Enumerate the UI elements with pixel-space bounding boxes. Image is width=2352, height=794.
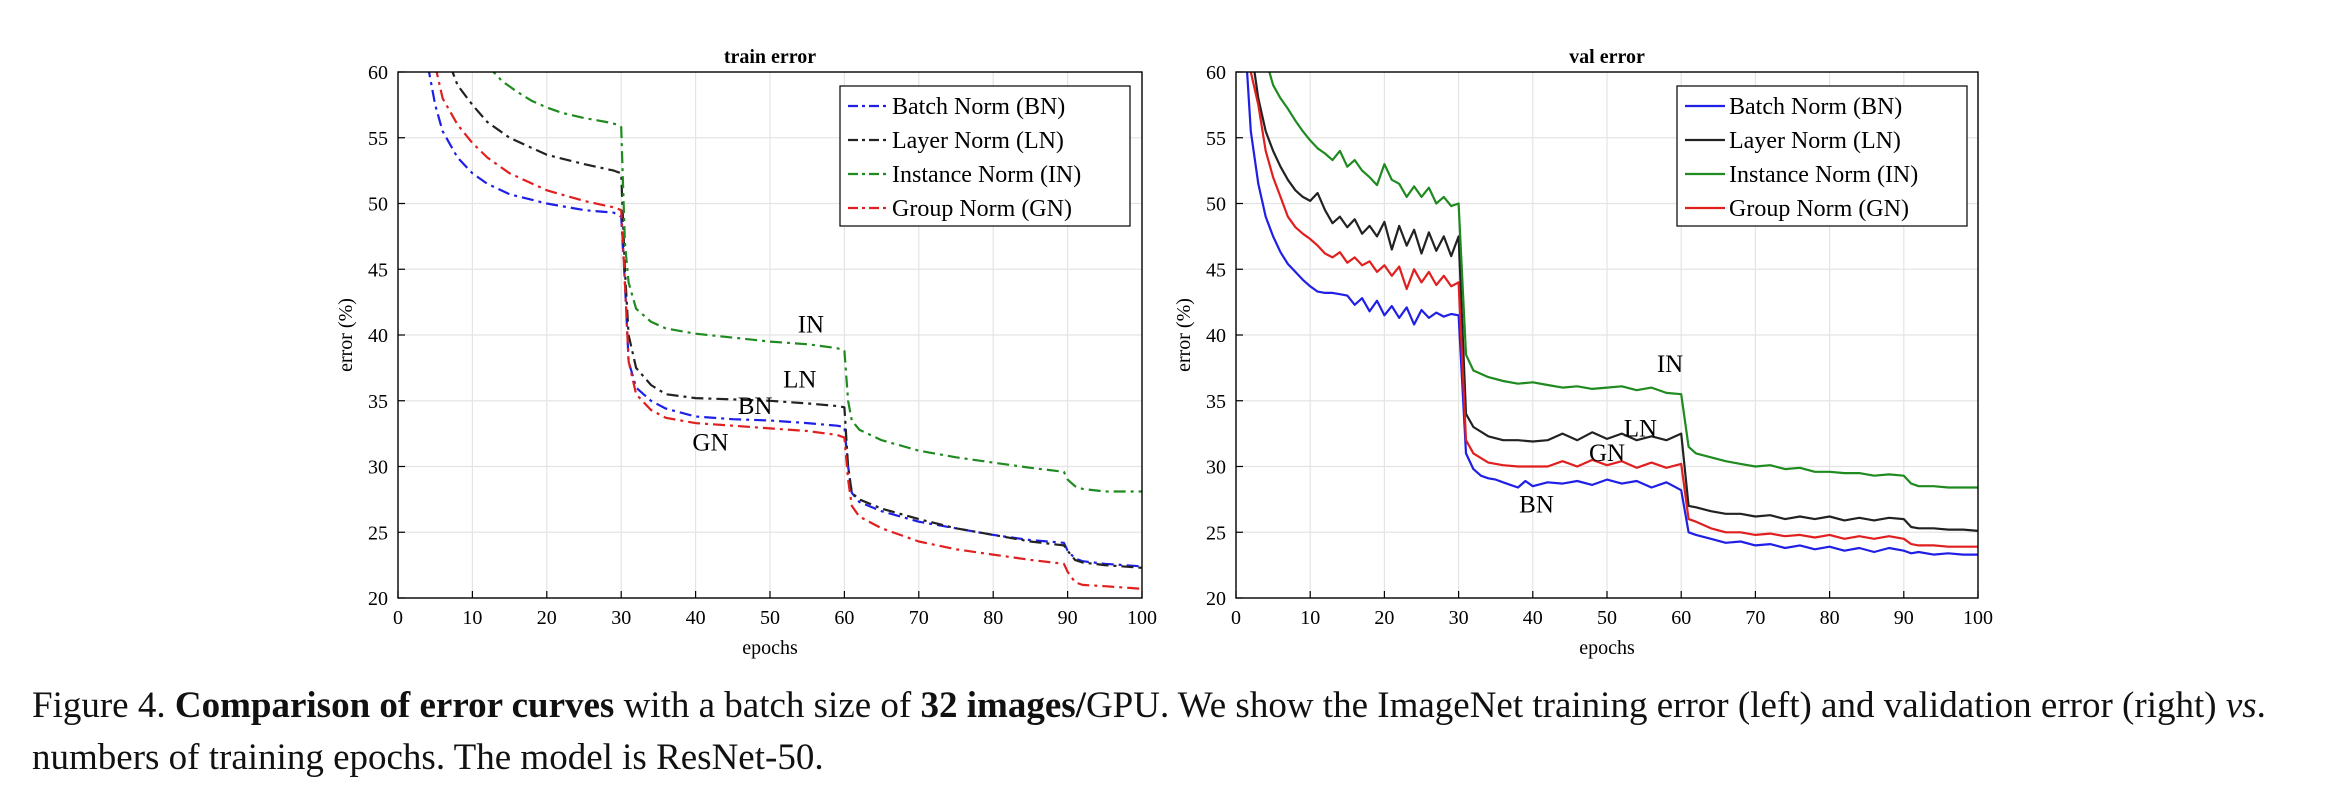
- y-tick-label: 60: [1206, 62, 1226, 84]
- caption-suffix: . numbers of training epochs. The model …: [32, 685, 2266, 778]
- x-tick-label: 0: [393, 607, 403, 629]
- curve-annotation: IN: [1657, 351, 1683, 378]
- caption-bold-1: Comparison of error curves: [174, 685, 615, 726]
- curve-annotation: BN: [1519, 492, 1554, 519]
- x-tick-label: 50: [760, 607, 780, 629]
- legend-label: Layer Norm (LN): [1729, 128, 1901, 154]
- x-tick-label: 20: [1374, 607, 1394, 629]
- series-line: [492, 72, 1142, 493]
- y-tick-label: 40: [1206, 325, 1226, 347]
- x-tick-label: 10: [1300, 607, 1320, 629]
- chart-title: val error: [1569, 46, 1645, 68]
- chart-title: train error: [724, 46, 816, 68]
- x-tick-label: 100: [1127, 607, 1157, 629]
- x-axis-label: epochs: [742, 637, 798, 659]
- y-tick-label: 60: [368, 62, 388, 84]
- x-tick-label: 30: [611, 607, 631, 629]
- y-tick-label: 25: [368, 522, 388, 544]
- series-line: [427, 72, 1142, 568]
- series-line: [435, 72, 1142, 590]
- x-tick-label: 50: [1597, 607, 1617, 629]
- x-tick-label: 70: [909, 607, 929, 629]
- x-tick-label: 100: [1963, 607, 1993, 629]
- legend-label: Instance Norm (IN): [1729, 162, 1918, 188]
- legend-label: Instance Norm (IN): [892, 162, 1081, 188]
- y-tick-label: 35: [368, 391, 388, 413]
- x-tick-label: 20: [537, 607, 557, 629]
- x-tick-label: 10: [462, 607, 482, 629]
- y-tick-label: 40: [368, 325, 388, 347]
- x-tick-label: 80: [1820, 607, 1840, 629]
- x-tick-label: 90: [1058, 607, 1078, 629]
- x-axis-label: epochs: [1579, 637, 1635, 659]
- figure-charts: 0 10 20 30 40 50 60 70 80 90 100202530354045505560…: [335, 46, 1993, 659]
- y-tick-label: 20: [1206, 588, 1226, 610]
- y-tick-label: 35: [1206, 391, 1226, 413]
- legend-box: [1676, 85, 1968, 227]
- x-tick-label: 80: [983, 607, 1003, 629]
- x-tick-label: 60: [834, 607, 854, 629]
- train-error-chart: 0 10 20 30 40 50 60 70 80 90 100 20 25 30 35 40 45 50 55 60…: [335, 46, 1157, 659]
- y-tick-label: 45: [368, 259, 388, 281]
- y-axis-label: error (%): [335, 298, 357, 372]
- x-tick-label: 40: [1523, 607, 1543, 629]
- caption-bold-2: 32 images/: [920, 685, 1086, 726]
- y-tick-label: 20: [368, 588, 388, 610]
- x-tick-label: 0: [1231, 607, 1241, 629]
- series-line: [1253, 72, 1978, 532]
- legend-label: Batch Norm (BN): [892, 94, 1065, 120]
- curve-annotation: IN: [798, 311, 824, 338]
- caption-italic: vs: [2225, 685, 2257, 726]
- y-tick-label: 55: [368, 128, 388, 150]
- legend-label: Layer Norm (LN): [892, 128, 1064, 154]
- legend-label: Group Norm (GN): [1729, 196, 1909, 222]
- caption-mid-1: with a batch size of: [614, 685, 921, 726]
- curve-annotation: LN: [783, 367, 816, 394]
- curve-annotation: GN: [692, 430, 728, 457]
- x-tick-label: 60: [1671, 607, 1691, 629]
- x-tick-label: 40: [686, 607, 706, 629]
- y-tick-label: 50: [368, 194, 388, 216]
- y-tick-label: 30: [1206, 457, 1226, 479]
- curve-annotation: LN: [1624, 415, 1657, 442]
- legend-box: [839, 85, 1131, 227]
- val-error-chart: 0 10 20 30 40 50 60 70 80 90 100 20 25 30 35 40 45 50 55 60…: [1173, 46, 1993, 659]
- y-tick-label: 55: [1206, 128, 1226, 150]
- series-line: [1246, 72, 1978, 556]
- series-line: [451, 72, 1142, 569]
- caption-mid-2: GPU. We show the ImageNet training error…: [1085, 685, 2226, 726]
- legend-label: Group Norm (GN): [892, 196, 1072, 222]
- y-tick-label: 45: [1206, 259, 1226, 281]
- series-line: [1268, 72, 1978, 489]
- curve-annotation: BN: [738, 393, 773, 420]
- x-tick-label: 90: [1894, 607, 1914, 629]
- x-tick-label: 30: [1449, 607, 1469, 629]
- caption-prefix: Figure 4.: [32, 685, 175, 726]
- y-tick-label: 50: [1206, 194, 1226, 216]
- series-line: [1249, 72, 1978, 548]
- y-tick-label: 25: [1206, 522, 1226, 544]
- y-tick-label: 30: [368, 457, 388, 479]
- figure-caption: Figure 4. Comparison of error curves wit…: [32, 680, 2322, 784]
- y-axis-label: error (%): [1173, 298, 1195, 372]
- curve-annotation: GN: [1589, 440, 1625, 467]
- legend-label: Batch Norm (BN): [1729, 94, 1902, 120]
- x-tick-label: 70: [1745, 607, 1765, 629]
